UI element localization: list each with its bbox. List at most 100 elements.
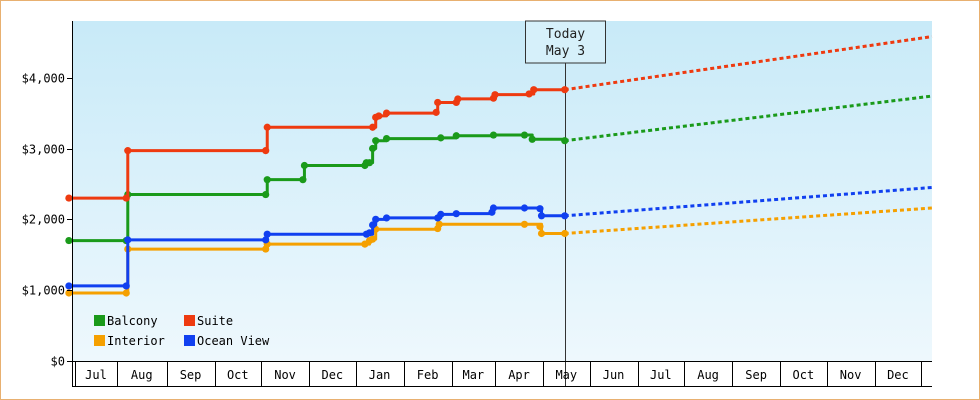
- data-point-suite: [262, 147, 270, 155]
- x-tick-label: Sep: [180, 368, 202, 382]
- x-tick-label: Jun: [603, 368, 625, 382]
- data-point-interior: [122, 289, 130, 297]
- y-tick-label: $4,000: [22, 72, 65, 86]
- data-point-balcony: [528, 135, 536, 143]
- legend-swatch-interior: [94, 335, 105, 346]
- data-point-interior: [65, 289, 73, 297]
- data-point-ocean-view: [365, 229, 374, 237]
- x-tick-label: Sep: [745, 368, 767, 382]
- axes: $0 $1,000 $2,000 $3,000 $4,000 Jul Aug Sep Oct No…: [22, 21, 932, 387]
- data-point-ocean-view: [263, 230, 271, 238]
- data-point-ocean-view: [536, 205, 544, 213]
- x-tick-label: May: [555, 368, 577, 382]
- data-point-ocean-view: [561, 212, 569, 220]
- y-tick-label: $3,000: [22, 143, 65, 157]
- data-point-suite: [561, 86, 569, 94]
- x-tick-label: Jan: [369, 368, 391, 382]
- data-point-balcony: [520, 131, 529, 139]
- data-point-balcony: [299, 176, 307, 184]
- legend-swatch-balcony: [94, 315, 105, 326]
- data-point-ocean-view: [382, 214, 391, 222]
- x-tick-label: Nov: [840, 368, 862, 382]
- data-point-balcony: [300, 161, 309, 170]
- data-point-balcony: [561, 137, 569, 145]
- y-tick-label: $0: [51, 355, 65, 369]
- data-point-suite: [525, 90, 533, 98]
- legend-swatch-ocean-view: [184, 335, 195, 346]
- data-point-ocean-view: [124, 236, 132, 244]
- legend-swatch-suite: [184, 315, 195, 326]
- data-point-balcony: [452, 132, 460, 140]
- legend-label-ocean-view: Ocean View: [197, 334, 270, 348]
- data-point-balcony: [437, 134, 445, 142]
- data-point-balcony: [365, 159, 374, 167]
- data-point-ocean-view: [65, 282, 73, 290]
- x-tick-label: Aug: [697, 368, 719, 382]
- data-point-ocean-view: [122, 282, 130, 290]
- today-marker: Today May 3: [525, 20, 606, 386]
- series-suite: [65, 35, 933, 202]
- series-ocean-view: [65, 185, 933, 290]
- today-label-0: Today: [546, 27, 585, 42]
- data-point-ocean-view: [520, 204, 529, 212]
- data-point-suite: [369, 123, 377, 131]
- data-point-suite: [454, 95, 462, 103]
- x-tick-label: Mar: [462, 368, 484, 382]
- projection-line-balcony: [564, 94, 933, 143]
- series-layer: [65, 35, 933, 297]
- x-tick-label: Oct: [227, 368, 249, 382]
- x-tick-label: Jul: [650, 368, 672, 382]
- series-interior: [65, 206, 933, 297]
- legend-label-interior: Interior: [107, 334, 165, 348]
- today-label-1: May 3: [546, 44, 585, 59]
- x-tick-label: Dec: [887, 368, 909, 382]
- data-point-ocean-view: [537, 212, 546, 220]
- data-point-interior: [537, 229, 546, 238]
- data-point-suite: [263, 123, 271, 131]
- data-point-suite: [434, 98, 442, 107]
- data-point-ocean-view: [369, 221, 377, 229]
- data-point-suite: [122, 194, 130, 202]
- data-point-interior: [369, 235, 377, 243]
- x-tick-label: Nov: [274, 368, 296, 382]
- y-tick-label: $1,000: [22, 284, 65, 298]
- data-point-ocean-view: [372, 215, 380, 223]
- x-tick-label: Apr: [508, 368, 530, 382]
- data-point-suite: [375, 112, 383, 120]
- y-tick-label: $2,000: [22, 213, 65, 227]
- projection-line-interior: [564, 206, 933, 235]
- data-point-suite: [65, 194, 73, 202]
- data-point-interior: [561, 229, 569, 238]
- x-tick-label: Dec: [321, 368, 343, 382]
- data-point-interior: [536, 222, 544, 231]
- x-tick-label: Oct: [793, 368, 815, 382]
- data-point-suite: [382, 109, 391, 117]
- data-point-suite: [124, 147, 132, 155]
- legend: Balcony Suite Interior Ocean View: [94, 314, 270, 348]
- data-point-interior: [520, 220, 529, 228]
- plot-background: [72, 21, 932, 361]
- data-point-suite: [491, 91, 499, 99]
- data-point-ocean-view: [437, 210, 445, 218]
- data-point-suite: [530, 86, 538, 94]
- data-point-balcony: [369, 144, 377, 153]
- projection-line-suite: [564, 35, 933, 92]
- data-point-balcony: [65, 236, 73, 245]
- data-point-ocean-view: [489, 204, 498, 212]
- x-tick-label: Feb: [417, 368, 439, 382]
- data-point-balcony: [372, 137, 380, 145]
- data-point-balcony: [263, 176, 271, 184]
- x-tick-label: Aug: [131, 368, 153, 382]
- data-point-interior: [435, 220, 443, 228]
- data-point-suite: [432, 108, 440, 116]
- today-box: [525, 20, 606, 64]
- x-tick-label: Jul: [85, 368, 107, 382]
- data-point-balcony: [382, 134, 391, 143]
- legend-label-balcony: Balcony: [107, 314, 158, 328]
- data-point-balcony: [489, 131, 498, 139]
- data-point-balcony: [262, 190, 270, 199]
- legend-label-suite: Suite: [197, 314, 233, 328]
- data-point-ocean-view: [452, 210, 460, 218]
